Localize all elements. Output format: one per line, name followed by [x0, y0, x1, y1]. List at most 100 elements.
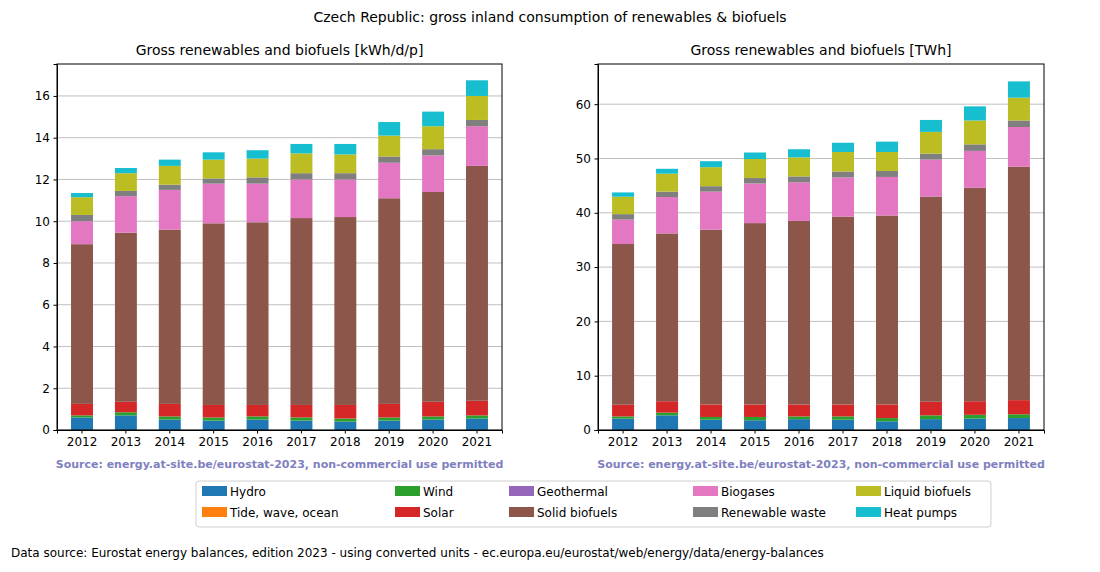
data-source: Data source: Eurostat energy balances, e… — [11, 546, 824, 560]
y-tick: 10 — [576, 369, 598, 383]
y-tick: 12 — [35, 173, 57, 187]
x-tick-mark — [476, 430, 477, 434]
x-tick: 2014 — [155, 430, 186, 449]
bar — [964, 120, 986, 144]
bar — [1008, 418, 1030, 430]
y-tick-label: 30 — [576, 260, 591, 274]
bar — [159, 404, 181, 417]
y-tick-mark — [595, 267, 599, 268]
bar — [656, 169, 678, 174]
x-tick: 2017 — [828, 430, 859, 449]
y-tick-mark — [595, 321, 599, 322]
bar — [247, 416, 269, 419]
bar — [115, 173, 137, 191]
legend-label: Solar — [423, 506, 454, 520]
bar — [920, 415, 942, 419]
x-tick-label: 2015 — [740, 435, 771, 449]
grid-line — [598, 104, 1044, 105]
subplot: 0246810121416201220132014201520162017201… — [35, 42, 504, 471]
x-tick: 2012 — [608, 430, 639, 449]
bar — [612, 244, 634, 405]
bar — [203, 184, 225, 224]
bar — [159, 185, 181, 190]
bar — [876, 171, 898, 177]
y-tick-label: 8 — [42, 256, 50, 270]
y-tick-mark — [54, 263, 58, 264]
bar — [920, 196, 942, 401]
bar — [700, 404, 722, 416]
legend-swatch — [509, 507, 534, 517]
legend-swatch — [202, 507, 227, 517]
bar — [247, 184, 269, 223]
bar — [788, 221, 810, 405]
bar-series — [71, 401, 488, 419]
legend-label: Renewable waste — [721, 506, 826, 520]
bar — [247, 159, 269, 178]
x-tick-label: 2021 — [462, 435, 493, 449]
y-tick: 50 — [576, 152, 598, 166]
bar — [612, 220, 634, 244]
bar — [71, 417, 93, 430]
y-tick-label: 20 — [576, 315, 591, 329]
x-tick-mark — [257, 430, 258, 434]
x-tick-mark — [125, 430, 126, 434]
x-tick-label: 2018 — [330, 435, 361, 449]
bar — [832, 404, 854, 416]
bar — [700, 161, 722, 167]
x-axis: 2012201320142015201620172018201920202021 — [599, 430, 1045, 449]
y-tick-mark — [54, 96, 58, 97]
bar — [334, 422, 356, 430]
bar — [378, 417, 400, 420]
bar — [964, 401, 986, 415]
bar — [656, 233, 678, 401]
bar — [247, 405, 269, 416]
x-tick-label: 2017 — [286, 435, 317, 449]
bar — [334, 419, 356, 422]
y-tick-label: 12 — [35, 173, 50, 187]
x-tick: 2018 — [872, 430, 903, 449]
bar — [700, 417, 722, 420]
x-tick-mark — [623, 430, 624, 434]
x-tick: 2012 — [67, 430, 98, 449]
grid-line — [57, 95, 502, 96]
bar — [159, 160, 181, 166]
y-tick: 6 — [42, 298, 57, 312]
bar — [1008, 127, 1030, 167]
bar — [920, 402, 942, 416]
x-tick-label: 2016 — [784, 435, 815, 449]
x-tick-label: 2012 — [608, 435, 639, 449]
bar — [247, 222, 269, 405]
bar — [378, 163, 400, 198]
bar — [159, 166, 181, 185]
bar — [71, 215, 93, 221]
bar — [422, 416, 444, 419]
y-tick-mark — [595, 158, 599, 159]
bar — [964, 106, 986, 120]
legend-item: Solar — [395, 506, 454, 520]
bar-series — [612, 98, 1030, 214]
bar — [115, 415, 137, 430]
bar — [832, 217, 854, 405]
plot-frame — [57, 64, 502, 430]
bar — [290, 421, 312, 430]
bar — [159, 416, 181, 419]
plot-frame — [598, 64, 1044, 430]
legend-item: Tide, wave, ocean — [202, 506, 339, 520]
x-tick-label: 2018 — [872, 435, 903, 449]
x-tick-mark — [301, 430, 302, 434]
bar — [920, 419, 942, 430]
bar — [115, 168, 137, 173]
x-tick: 2019 — [916, 430, 947, 449]
x-tick: 2019 — [374, 430, 405, 449]
bar — [290, 405, 312, 418]
bar — [115, 402, 137, 412]
y-tick-label: 16 — [35, 89, 50, 103]
figure-title: Czech Republic: gross inland consumption… — [313, 9, 786, 25]
bar — [788, 404, 810, 416]
x-tick-mark — [755, 430, 756, 434]
bar-series — [71, 80, 488, 197]
x-tick: 2017 — [286, 430, 317, 449]
legend-item: Renewable waste — [693, 506, 826, 520]
bars — [612, 81, 1030, 430]
bar — [612, 192, 634, 196]
